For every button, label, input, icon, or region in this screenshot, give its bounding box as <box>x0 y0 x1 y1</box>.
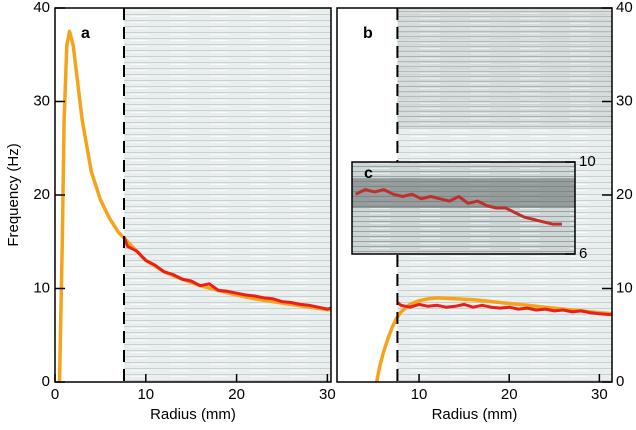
x-tick-label: 30 <box>319 386 336 403</box>
y-tick-label: 20 <box>33 186 50 203</box>
spectrogram <box>124 8 331 382</box>
data-line <box>374 296 612 382</box>
plot-area <box>355 188 562 226</box>
y-tick-label: 10 <box>33 279 50 296</box>
x-axis-label: Radius (mm) <box>432 406 518 423</box>
spectrogram <box>397 8 612 128</box>
x-tick-label: 20 <box>501 386 518 403</box>
data-line <box>355 188 562 226</box>
y-tick-label: 0 <box>42 373 50 390</box>
x-tick-label: 0 <box>51 386 59 403</box>
y-tick-label: 40 <box>616 0 633 16</box>
y-tick-label: 30 <box>33 92 50 109</box>
panel-label: b <box>363 25 373 42</box>
data-line <box>396 301 612 317</box>
panel-label: a <box>81 25 90 42</box>
x-axis-label: Radius (mm) <box>150 406 236 423</box>
plot-area <box>374 296 612 382</box>
y-tick-label: 6 <box>579 245 587 262</box>
y-tick-label: 10 <box>579 153 596 170</box>
band <box>352 178 575 208</box>
data-line <box>122 236 331 311</box>
panel-label: c <box>364 165 373 182</box>
y-tick-label: 30 <box>616 92 633 109</box>
panel: 6 10 c <box>351 153 596 262</box>
x-tick-label: 20 <box>228 386 245 403</box>
panel: 0 10 20 30 40 0 10 20 30 a Radius (mm) Frequency (H… <box>5 0 336 423</box>
x-tick-label: 30 <box>591 386 608 403</box>
y-tick-label: 20 <box>616 186 633 203</box>
y-tick-label: 0 <box>616 373 624 390</box>
frame <box>351 161 576 255</box>
x-tick-label: 10 <box>137 386 154 403</box>
y-axis-label: Frequency (Hz) <box>5 143 22 246</box>
y-tick-label: 40 <box>33 0 50 16</box>
x-tick-label: 10 <box>411 386 428 403</box>
y-tick-label: 10 <box>616 279 633 296</box>
